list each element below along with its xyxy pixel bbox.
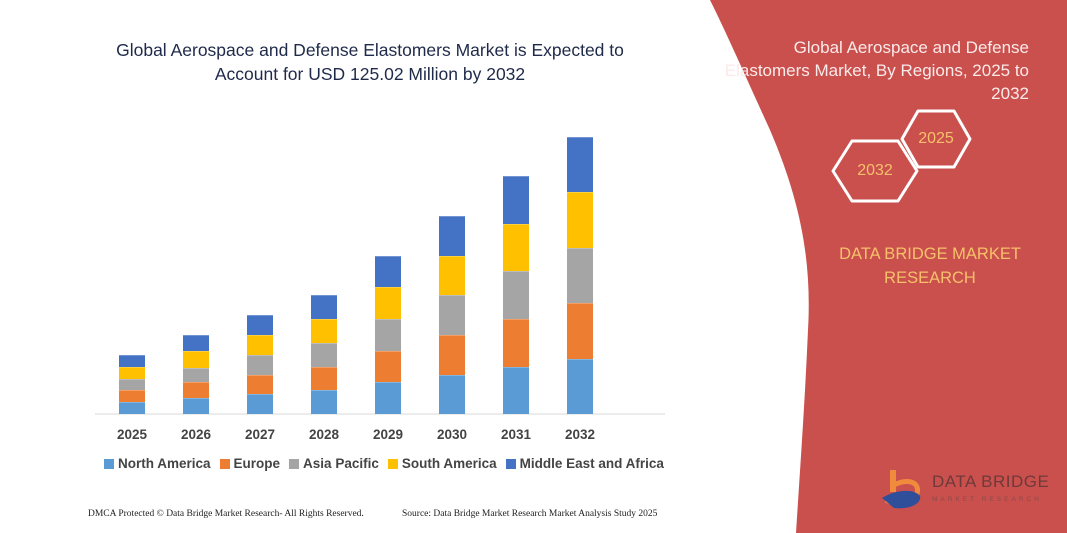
x-tick-label: 2030 bbox=[437, 427, 467, 442]
legend-label: Asia Pacific bbox=[303, 456, 379, 471]
footer-source: Source: Data Bridge Market Research Mark… bbox=[402, 509, 658, 519]
x-tick-label: 2028 bbox=[309, 427, 340, 442]
red-side-panel bbox=[710, 0, 1067, 533]
logo-tagline: MARKET RESEARCH bbox=[932, 496, 1042, 503]
legend-item: Asia Pacific bbox=[289, 456, 379, 471]
bar-segment-middle-east-and-africa-2027 bbox=[247, 315, 273, 335]
logo-icon bbox=[882, 470, 921, 509]
legend-label: Europe bbox=[233, 456, 281, 471]
legend-swatch bbox=[505, 458, 516, 469]
bar-segment-south-america-2027 bbox=[247, 335, 273, 355]
bar-segment-north-america-2030 bbox=[439, 375, 465, 414]
legend-swatch bbox=[387, 458, 398, 469]
bar-segment-asia-pacific-2031 bbox=[503, 271, 529, 319]
bar-segment-north-america-2031 bbox=[503, 367, 529, 414]
bar-segment-asia-pacific-2025 bbox=[119, 379, 145, 390]
bar-segment-north-america-2025 bbox=[119, 402, 145, 414]
bar-segment-middle-east-and-africa-2031 bbox=[503, 176, 529, 224]
legend-label: South America bbox=[401, 456, 497, 471]
hexagon-2032: 2032 bbox=[830, 138, 920, 204]
legend-label: Middle East and Africa bbox=[519, 456, 664, 471]
x-tick-label: 2031 bbox=[501, 427, 532, 442]
x-tick-label: 2027 bbox=[245, 427, 275, 442]
hex-start-label: 2025 bbox=[918, 130, 954, 147]
hex-end-label: 2032 bbox=[857, 162, 893, 179]
bar-segment-europe-2029 bbox=[375, 351, 401, 382]
bar-segment-north-america-2028 bbox=[311, 390, 337, 414]
bar-segment-middle-east-and-africa-2025 bbox=[119, 355, 145, 367]
bar-segment-europe-2026 bbox=[183, 382, 209, 398]
bar-segment-asia-pacific-2026 bbox=[183, 368, 209, 382]
x-tick-label: 2025 bbox=[117, 427, 148, 442]
bar-segment-south-america-2025 bbox=[119, 367, 145, 379]
bar-segment-middle-east-and-africa-2026 bbox=[183, 335, 209, 351]
x-tick-label: 2032 bbox=[565, 427, 595, 442]
legend-label: North America bbox=[118, 456, 211, 471]
bar-segment-south-america-2026 bbox=[183, 351, 209, 368]
data-bridge-logo: DATA BRIDGE MARKET RESEARCH bbox=[880, 468, 1049, 512]
bar-segment-europe-2031 bbox=[503, 319, 529, 367]
x-tick-label: 2026 bbox=[181, 427, 212, 442]
bar-segment-south-america-2029 bbox=[375, 287, 401, 319]
bar-segment-south-america-2032 bbox=[567, 192, 593, 248]
bar-segment-middle-east-and-africa-2030 bbox=[439, 216, 465, 256]
bar-segment-north-america-2032 bbox=[567, 359, 593, 414]
bar-segment-europe-2032 bbox=[567, 303, 593, 359]
bar-segment-europe-2030 bbox=[439, 335, 465, 375]
bar-segment-south-america-2030 bbox=[439, 256, 465, 295]
bar-segment-north-america-2027 bbox=[247, 394, 273, 414]
x-tick-label: 2029 bbox=[373, 427, 403, 442]
chart-title: Global Aerospace and Defense Elastomers … bbox=[116, 40, 624, 84]
legend-item: South America bbox=[387, 456, 497, 471]
legend-swatch bbox=[289, 458, 300, 469]
bar-segment-asia-pacific-2028 bbox=[311, 343, 337, 367]
legend-item: Middle East and Africa bbox=[505, 456, 664, 471]
bar-segment-south-america-2028 bbox=[311, 319, 337, 343]
bar-segment-asia-pacific-2032 bbox=[567, 248, 593, 303]
legend-swatch bbox=[104, 458, 114, 469]
logo-name: DATA BRIDGE bbox=[932, 472, 1050, 491]
legend-item: Europe bbox=[219, 456, 281, 471]
bar-segment-middle-east-and-africa-2028 bbox=[311, 295, 337, 319]
bar-segment-europe-2028 bbox=[311, 367, 337, 390]
bar-segment-europe-2025 bbox=[119, 390, 145, 402]
bar-segment-asia-pacific-2029 bbox=[375, 319, 401, 351]
bar-segment-asia-pacific-2027 bbox=[247, 355, 273, 375]
bar-segment-europe-2027 bbox=[247, 375, 273, 394]
bar-segment-north-america-2029 bbox=[375, 382, 401, 414]
side-panel-title: Global Aerospace and Defense Elastomers … bbox=[724, 38, 1029, 103]
bar-segment-asia-pacific-2030 bbox=[439, 295, 465, 335]
bar-segment-north-america-2026 bbox=[183, 398, 209, 414]
bar-segment-middle-east-and-africa-2029 bbox=[375, 256, 401, 287]
legend-swatch bbox=[219, 458, 230, 469]
hexagon-2025: 2025 bbox=[900, 108, 972, 170]
bar-segment-middle-east-and-africa-2032 bbox=[567, 137, 593, 192]
bar-segment-south-america-2031 bbox=[503, 224, 529, 271]
chart-legend: North America Europe Asia Pacific South Ame… bbox=[104, 456, 664, 471]
brand-text: DATA BRIDGE MARKET RESEARCH bbox=[839, 245, 1021, 287]
stacked-bar-chart: 2025 2026 2027 2028 2029 2030 2031 2032 bbox=[95, 136, 665, 442]
legend-item: North America bbox=[104, 456, 211, 471]
footer-copyright: DMCA Protected © Data Bridge Market Rese… bbox=[88, 509, 364, 519]
